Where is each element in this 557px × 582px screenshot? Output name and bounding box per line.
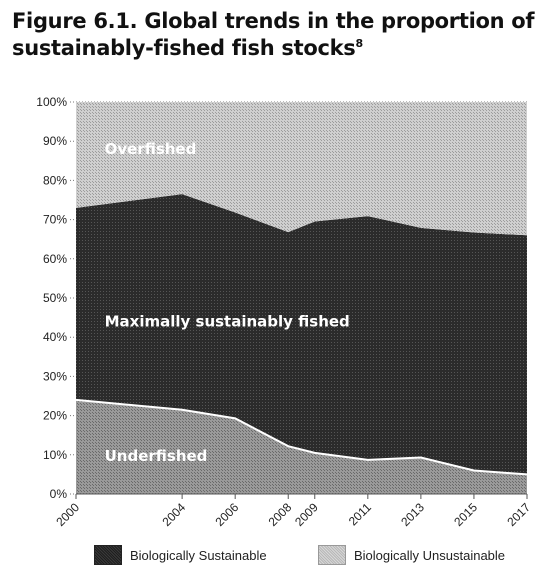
region-label-overfished: Overfished: [105, 140, 197, 158]
y-tick-label: 70%: [43, 213, 67, 227]
boundary-underfished: [75, 398, 528, 476]
x-tick-label: 2004: [159, 500, 188, 529]
x-tick-label: 2011: [346, 500, 374, 528]
x-tick-label: 2006: [213, 500, 242, 529]
chart-title: Figure 6.1. Global trends in the proport…: [12, 8, 547, 62]
legend-label-unsustainable: Biologically Unsustainable: [354, 547, 506, 563]
area-chart: 0%10%20%30%40%50%60%70%80%90%100% 2000 20…: [36, 95, 533, 529]
x-tick-label: 2013: [398, 500, 427, 529]
y-axis: 0% 10% 20% 30% 40% 50% 60% 70% 80% 90% 100%: [36, 95, 67, 501]
y-tick-label: 100%: [36, 95, 67, 109]
legend-label-sustainable: Biologically Sustainable: [130, 547, 267, 563]
y-tick-label: 10%: [43, 448, 67, 462]
region-label-underfished: Underfished: [105, 447, 208, 465]
title-line-2: sustainably-fished fish stocks8: [12, 35, 547, 62]
legend: Biologically Sustainable Biologically Un…: [0, 545, 557, 575]
x-tick-label: 2009: [292, 500, 321, 529]
area-underfished: [76, 399, 527, 494]
y-tick-label: 40%: [43, 330, 67, 344]
y-tick-label: 50%: [43, 291, 67, 305]
boundary-lines: [75, 398, 528, 476]
region-label-maximally-sustainably-fished: Maximally sustainably fished: [105, 313, 350, 331]
y-tick-label: 90%: [43, 134, 67, 148]
x-tick-label: 2017: [504, 500, 533, 529]
y-tick-label: 60%: [43, 252, 67, 266]
area-overfished: [76, 102, 527, 236]
title-line-2-text: sustainably-fished fish stocks: [12, 36, 356, 60]
x-tick-label: 2015: [451, 500, 480, 529]
y-tick-label: 20%: [43, 409, 67, 423]
y-tick-label: 80%: [43, 173, 67, 187]
region-labels: Underfished Maximally sustainably fished O…: [105, 140, 350, 465]
title-footnote: 8: [355, 37, 363, 50]
x-tick-label: 2008: [266, 500, 295, 529]
legend-item-sustainable: Biologically Sustainable: [94, 545, 267, 565]
x-tick-label: 2000: [53, 500, 82, 529]
areas: [76, 102, 527, 494]
y-tick-label: 0%: [50, 487, 68, 501]
title-line-1: Figure 6.1. Global trends in the proport…: [12, 9, 535, 33]
legend-swatch-sustainable: [94, 545, 122, 565]
y-tick-label: 30%: [43, 369, 67, 383]
area-maximally-sustainably-fished: [76, 194, 527, 475]
legend-swatch-unsustainable: [318, 545, 346, 565]
legend-item-unsustainable: Biologically Unsustainable: [318, 545, 505, 565]
